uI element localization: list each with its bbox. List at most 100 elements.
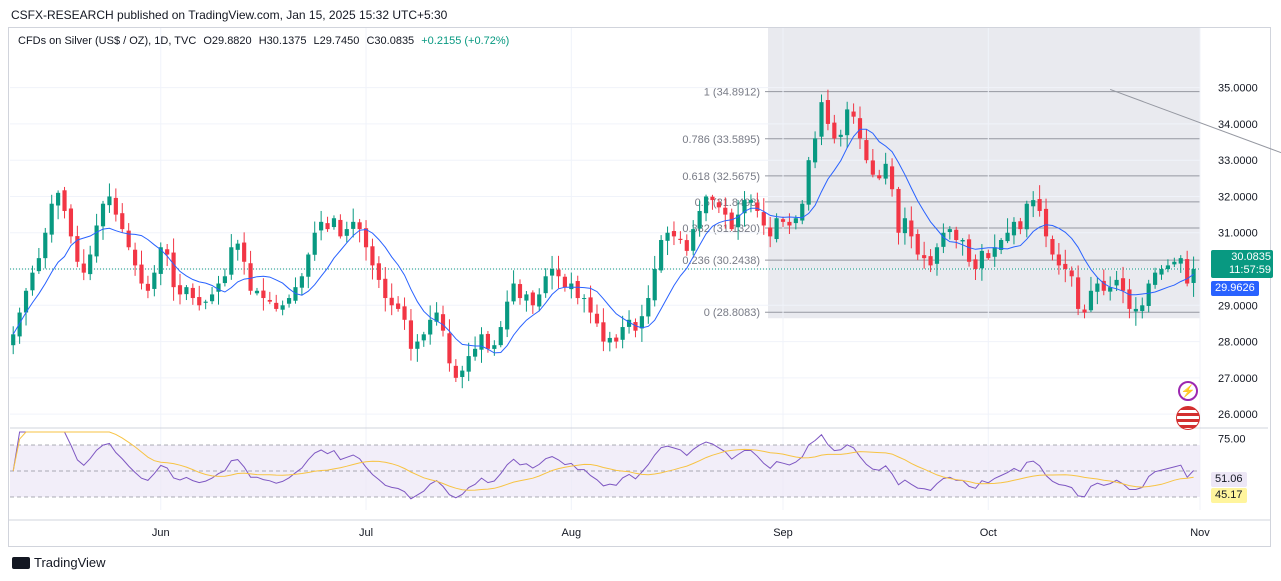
candle-body — [286, 298, 292, 304]
candle-body — [113, 197, 118, 215]
candle-body — [1056, 254, 1061, 266]
candle-body — [242, 242, 247, 262]
trendline-line — [1110, 88, 1281, 154]
candle-body — [620, 327, 625, 340]
candle-body — [671, 231, 677, 237]
price-tick-label: 33.0000 — [1218, 155, 1258, 167]
candle-body — [819, 102, 824, 137]
candle-body — [473, 348, 478, 357]
candle-body — [601, 322, 606, 342]
candle-body — [280, 305, 285, 310]
candle-body — [537, 294, 542, 307]
fib-level-label: 0 (28.8083) — [704, 307, 760, 319]
open-value: O29.8820 — [203, 35, 252, 47]
candle-body — [902, 218, 907, 234]
candle-body — [261, 290, 266, 299]
rsi-pane: 75.00 — [10, 427, 1268, 500]
high-value: H30.1375 — [258, 35, 307, 47]
candle-body — [152, 272, 157, 289]
candle-body — [966, 239, 972, 262]
candle-body — [56, 192, 61, 206]
candle-body — [556, 269, 561, 277]
candle-body — [62, 190, 67, 211]
candle-body — [870, 160, 875, 175]
rsi-ma-value-tag: 45.17 — [1211, 488, 1247, 503]
candle-body — [370, 246, 375, 266]
candle-body — [133, 249, 138, 266]
candle-body — [88, 254, 93, 275]
candle-body — [312, 232, 317, 255]
fibonacci-retracement: 1 (34.8912) 0.786 (33.5895) 0.618 (32.5675… — [682, 28, 1200, 319]
candle-body — [30, 272, 35, 291]
grid — [10, 28, 1201, 510]
candle-body — [1114, 279, 1119, 286]
candle-body — [999, 240, 1004, 250]
us-flag-icon[interactable] — [1176, 406, 1200, 430]
candle-body — [1101, 280, 1106, 291]
candle-body — [864, 140, 869, 161]
candle-body — [248, 263, 253, 291]
ma-value-tag: 29.9626 — [1211, 281, 1259, 296]
rsi-line — [12, 431, 1194, 500]
trendline — [1110, 88, 1281, 154]
candle-body — [954, 229, 959, 240]
candle-body — [190, 287, 195, 299]
time-axis: JunJulAugSepOctNovDec2025 — [8, 519, 1270, 539]
candle-body — [569, 283, 574, 290]
candle-body — [774, 218, 779, 240]
candle-body — [203, 301, 208, 303]
candle-body — [274, 302, 279, 309]
candle-body — [209, 294, 215, 302]
candle-body — [1031, 200, 1036, 207]
candle-body — [813, 138, 818, 163]
candle-body — [838, 134, 843, 137]
candle-body — [81, 263, 86, 273]
published-caption: CSFX-RESEARCH published on TradingView.c… — [11, 8, 448, 22]
time-tick-label: Sep — [773, 527, 793, 539]
candle-body — [505, 301, 510, 330]
candle-body — [479, 334, 484, 350]
candle-body — [517, 284, 523, 299]
fib-level-label: 0.236 (30.2438) — [682, 255, 760, 267]
candle-body — [1063, 263, 1068, 270]
candle-body — [575, 281, 580, 299]
candle-body — [421, 334, 426, 341]
candle-body — [171, 252, 176, 288]
candle-body — [389, 297, 394, 306]
candle-body — [1005, 232, 1010, 242]
candle-body — [582, 298, 587, 300]
last-price-tag: 30.0835 11:57:59 — [1211, 250, 1273, 278]
candle-body — [678, 238, 683, 240]
time-tick-label: Jul — [359, 527, 373, 539]
candle-body — [947, 229, 952, 233]
candle-body — [145, 283, 151, 291]
candle-body — [710, 196, 715, 201]
candle-body — [498, 327, 503, 346]
candle-body — [383, 278, 388, 299]
candle-body — [36, 258, 41, 272]
candle-body — [120, 213, 125, 230]
candle-body — [363, 228, 369, 248]
candle-body — [94, 225, 99, 257]
candle-body — [633, 322, 638, 331]
candle-body — [1153, 272, 1158, 285]
candle-body — [1108, 287, 1113, 292]
rsi-ma-line — [12, 431, 1194, 491]
candle-body — [530, 292, 535, 306]
candle-body — [485, 333, 491, 349]
lightning-icon[interactable]: ⚡ — [1178, 381, 1198, 401]
candle-body — [254, 290, 260, 294]
candle-body — [787, 221, 792, 226]
candle-body — [851, 111, 856, 117]
candle-body — [1191, 269, 1196, 283]
candles — [11, 89, 1196, 389]
candle-body — [1146, 283, 1151, 306]
candle-body — [800, 203, 805, 221]
candle-body — [934, 247, 940, 264]
close-value: C30.0835 — [366, 35, 415, 47]
candle-body — [222, 276, 227, 284]
candle-body — [126, 230, 131, 248]
candle-body — [761, 212, 766, 226]
candle-body — [1172, 261, 1177, 265]
